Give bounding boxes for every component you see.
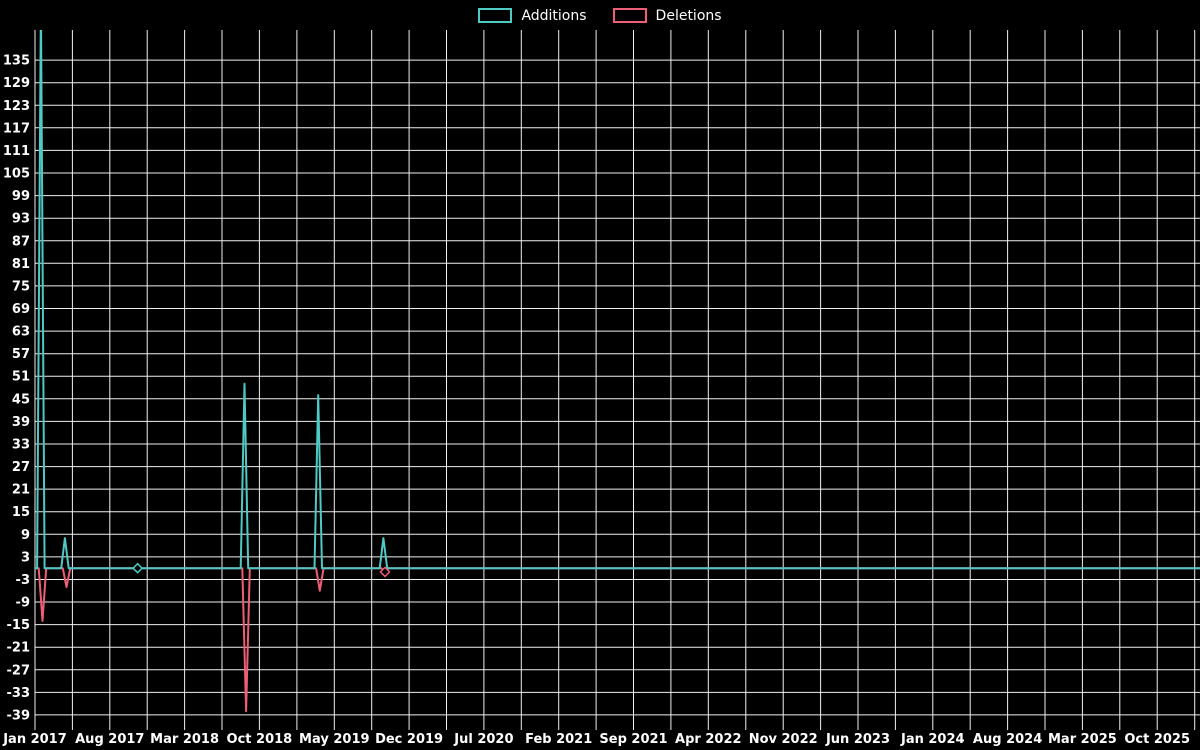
y-tick-label: 93	[12, 212, 30, 227]
x-tick-label: Oct 2018	[227, 732, 293, 747]
y-tick-label: 27	[12, 460, 30, 475]
y-tick-label: -39	[7, 708, 31, 723]
y-tick-label: 33	[12, 438, 30, 453]
y-tick-label: 69	[12, 302, 30, 317]
y-tick-label: 81	[12, 257, 30, 272]
y-tick-label: 39	[12, 415, 30, 430]
y-tick-label: 3	[21, 550, 30, 565]
x-tick-label: Jan 2024	[900, 732, 965, 747]
y-tick-label: 123	[3, 99, 30, 114]
y-axis-labels: 1351291231171111059993878175696357514539…	[3, 54, 30, 724]
x-tick-label: Feb 2021	[525, 732, 592, 747]
x-tick-label: Jan 2017	[2, 732, 67, 747]
y-tick-label: 87	[12, 234, 30, 249]
y-tick-label: 117	[3, 121, 30, 136]
x-tick-label: Mar 2018	[150, 732, 219, 747]
y-tick-label: 51	[12, 370, 30, 385]
x-tick-label: Sep 2021	[599, 732, 667, 747]
x-tick-label: Oct 2025	[1124, 732, 1190, 747]
y-tick-label: 9	[21, 528, 30, 543]
additions-line	[35, 30, 1200, 570]
y-tick-label: 21	[12, 483, 30, 498]
y-tick-label: 63	[12, 325, 30, 340]
y-tick-label: 111	[3, 144, 30, 159]
additions-swatch-icon	[478, 8, 513, 23]
y-tick-label: -33	[7, 686, 31, 701]
x-tick-label: Jun 2023	[825, 732, 890, 747]
deletions-marker-icon	[379, 566, 391, 578]
y-tick-label: 75	[12, 279, 30, 294]
x-tick-label: Apr 2022	[675, 732, 742, 747]
chart-legend: Additions Deletions	[0, 8, 1200, 23]
x-tick-label: Jul 2020	[453, 732, 513, 747]
deletions-line	[35, 567, 1200, 713]
additions-marker-icon	[132, 562, 144, 574]
y-tick-label: -9	[16, 596, 30, 611]
y-tick-label: 135	[3, 54, 30, 69]
x-tick-label: Dec 2019	[375, 732, 443, 747]
y-tick-label: -3	[16, 573, 30, 588]
legend-item-additions[interactable]: Additions	[478, 7, 587, 24]
deletions-swatch-icon	[612, 8, 647, 23]
legend-item-deletions[interactable]: Deletions	[612, 7, 722, 24]
legend-label-additions: Additions	[521, 7, 587, 24]
x-tick-label: Aug 2017	[75, 732, 144, 747]
x-tick-label: Aug 2024	[973, 732, 1042, 747]
y-tick-label: 99	[12, 189, 30, 204]
gridlines	[34, 30, 1200, 730]
y-tick-label: 105	[3, 167, 30, 182]
legend-label-deletions: Deletions	[655, 7, 722, 24]
y-tick-label: -27	[7, 663, 31, 678]
x-tick-label: Mar 2025	[1048, 732, 1117, 747]
x-tick-label: May 2019	[299, 732, 370, 747]
y-tick-label: 45	[12, 392, 30, 407]
y-tick-label: 57	[12, 347, 30, 362]
y-tick-label: -15	[7, 618, 31, 633]
y-tick-label: 129	[3, 76, 30, 91]
x-tick-label: Nov 2022	[749, 732, 818, 747]
y-tick-label: -21	[7, 641, 31, 656]
x-axis-labels: Jan 2017 Aug 2017 Mar 2018 Oct 2018 May 2019…	[2, 732, 1190, 747]
y-tick-label: 15	[12, 505, 30, 520]
